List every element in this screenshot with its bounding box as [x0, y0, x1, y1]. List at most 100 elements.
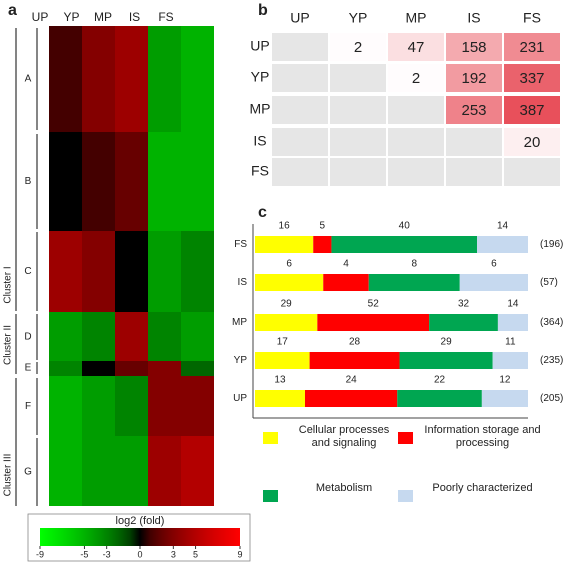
cluster-label: Cluster II	[3, 325, 14, 365]
value-label: 12	[499, 375, 511, 386]
value-label: 28	[349, 337, 361, 348]
heat-cell	[49, 436, 82, 506]
heat-cell	[115, 231, 148, 312]
cell-value: 231	[519, 39, 544, 56]
legend-swatch	[263, 490, 278, 502]
column-label: MP	[94, 10, 112, 24]
total-label: (57)	[540, 277, 558, 288]
bar-segment	[429, 314, 498, 331]
matrix-cell	[446, 158, 502, 186]
heat-cell	[181, 376, 214, 436]
colorbar-frame	[27, 513, 251, 562]
heat-cell	[49, 361, 82, 376]
matrix-cell	[272, 96, 328, 124]
heat-cell	[115, 312, 148, 361]
panel-label: b	[258, 2, 268, 19]
column-label: IS	[467, 10, 480, 26]
column-label: FS	[158, 10, 173, 24]
total-label: (196)	[540, 239, 563, 250]
column-label: IS	[129, 10, 140, 24]
value-label: 13	[274, 375, 286, 386]
matrix-cell	[330, 33, 386, 61]
column-label: MP	[406, 10, 427, 26]
heat-cell	[82, 231, 115, 312]
heat-cell	[181, 361, 214, 376]
matrix-cell	[330, 64, 386, 92]
row-label: FS	[251, 163, 269, 179]
column-label: UP	[290, 10, 309, 26]
category-label: YP	[234, 355, 248, 366]
cell-value: 253	[461, 102, 486, 119]
matrix-cell	[330, 96, 386, 124]
cluster-label: Cluster III	[3, 454, 14, 497]
category-label: FS	[234, 239, 247, 250]
heat-cell	[148, 361, 181, 376]
bar-segment	[313, 236, 332, 253]
value-label: 14	[507, 299, 519, 310]
matrix-cell	[272, 33, 328, 61]
cell-value: 2	[412, 70, 420, 87]
heat-cell	[115, 132, 148, 231]
heat-cell	[115, 26, 148, 132]
heat-cell	[49, 231, 82, 312]
row-label: YP	[251, 69, 270, 85]
legend-swatch	[398, 432, 413, 444]
matrix-cell	[388, 96, 444, 124]
bar-segment	[255, 352, 310, 369]
bar-segment	[309, 352, 400, 369]
value-label: 40	[399, 221, 411, 232]
colorbar-label: log2 (fold)	[116, 515, 165, 527]
heat-cell	[82, 26, 115, 132]
heat-cell	[82, 361, 115, 376]
value-label: 8	[411, 259, 417, 270]
colorbar-tick-label: 5	[193, 549, 198, 559]
heat-cell	[49, 376, 82, 436]
bar-segment	[368, 274, 460, 291]
matrix-cell	[272, 64, 328, 92]
panel-label: a	[8, 2, 17, 19]
legend-label: Poorly characterized	[432, 482, 533, 494]
category-label: UP	[233, 393, 247, 404]
category-label: IS	[238, 277, 248, 288]
total-label: (364)	[540, 317, 563, 328]
bar-segment	[481, 390, 528, 407]
heat-cell	[148, 231, 181, 312]
heat-cell	[181, 312, 214, 361]
total-label: (205)	[540, 393, 563, 404]
cluster-label: Cluster I	[3, 266, 14, 303]
row-label: B	[25, 176, 32, 187]
matrix-cell	[446, 96, 502, 124]
row-label: MP	[250, 101, 271, 117]
heat-cell	[181, 132, 214, 231]
bar-segment	[317, 314, 430, 331]
row-label: UP	[250, 38, 269, 54]
bar-segment	[492, 352, 528, 369]
matrix-cell	[446, 33, 502, 61]
heat-cell	[115, 361, 148, 376]
matrix-cell	[388, 33, 444, 61]
legend-label: Cellular processes and signaling	[298, 424, 390, 449]
matrix-cell	[504, 96, 560, 124]
heat-cell	[82, 376, 115, 436]
bar-segment	[397, 390, 482, 407]
value-label: 22	[434, 375, 446, 386]
value-label: 11	[505, 337, 516, 348]
value-label: 32	[458, 299, 470, 310]
heat-cell	[181, 436, 214, 506]
column-label: YP	[349, 10, 368, 26]
matrix-cell	[388, 158, 444, 186]
colorbar-tick-label: -5	[80, 549, 88, 559]
matrix-cell	[272, 158, 328, 186]
category-label: MP	[232, 317, 247, 328]
heat-cell	[49, 26, 82, 132]
heat-cell	[181, 231, 214, 312]
heat-cell	[148, 132, 181, 231]
matrix-cell	[446, 128, 502, 156]
heat-cell	[49, 132, 82, 231]
bar-segment	[304, 390, 398, 407]
matrix-cell	[272, 128, 328, 156]
matrix-cell	[330, 158, 386, 186]
colorbar-tick-label: -3	[103, 549, 111, 559]
